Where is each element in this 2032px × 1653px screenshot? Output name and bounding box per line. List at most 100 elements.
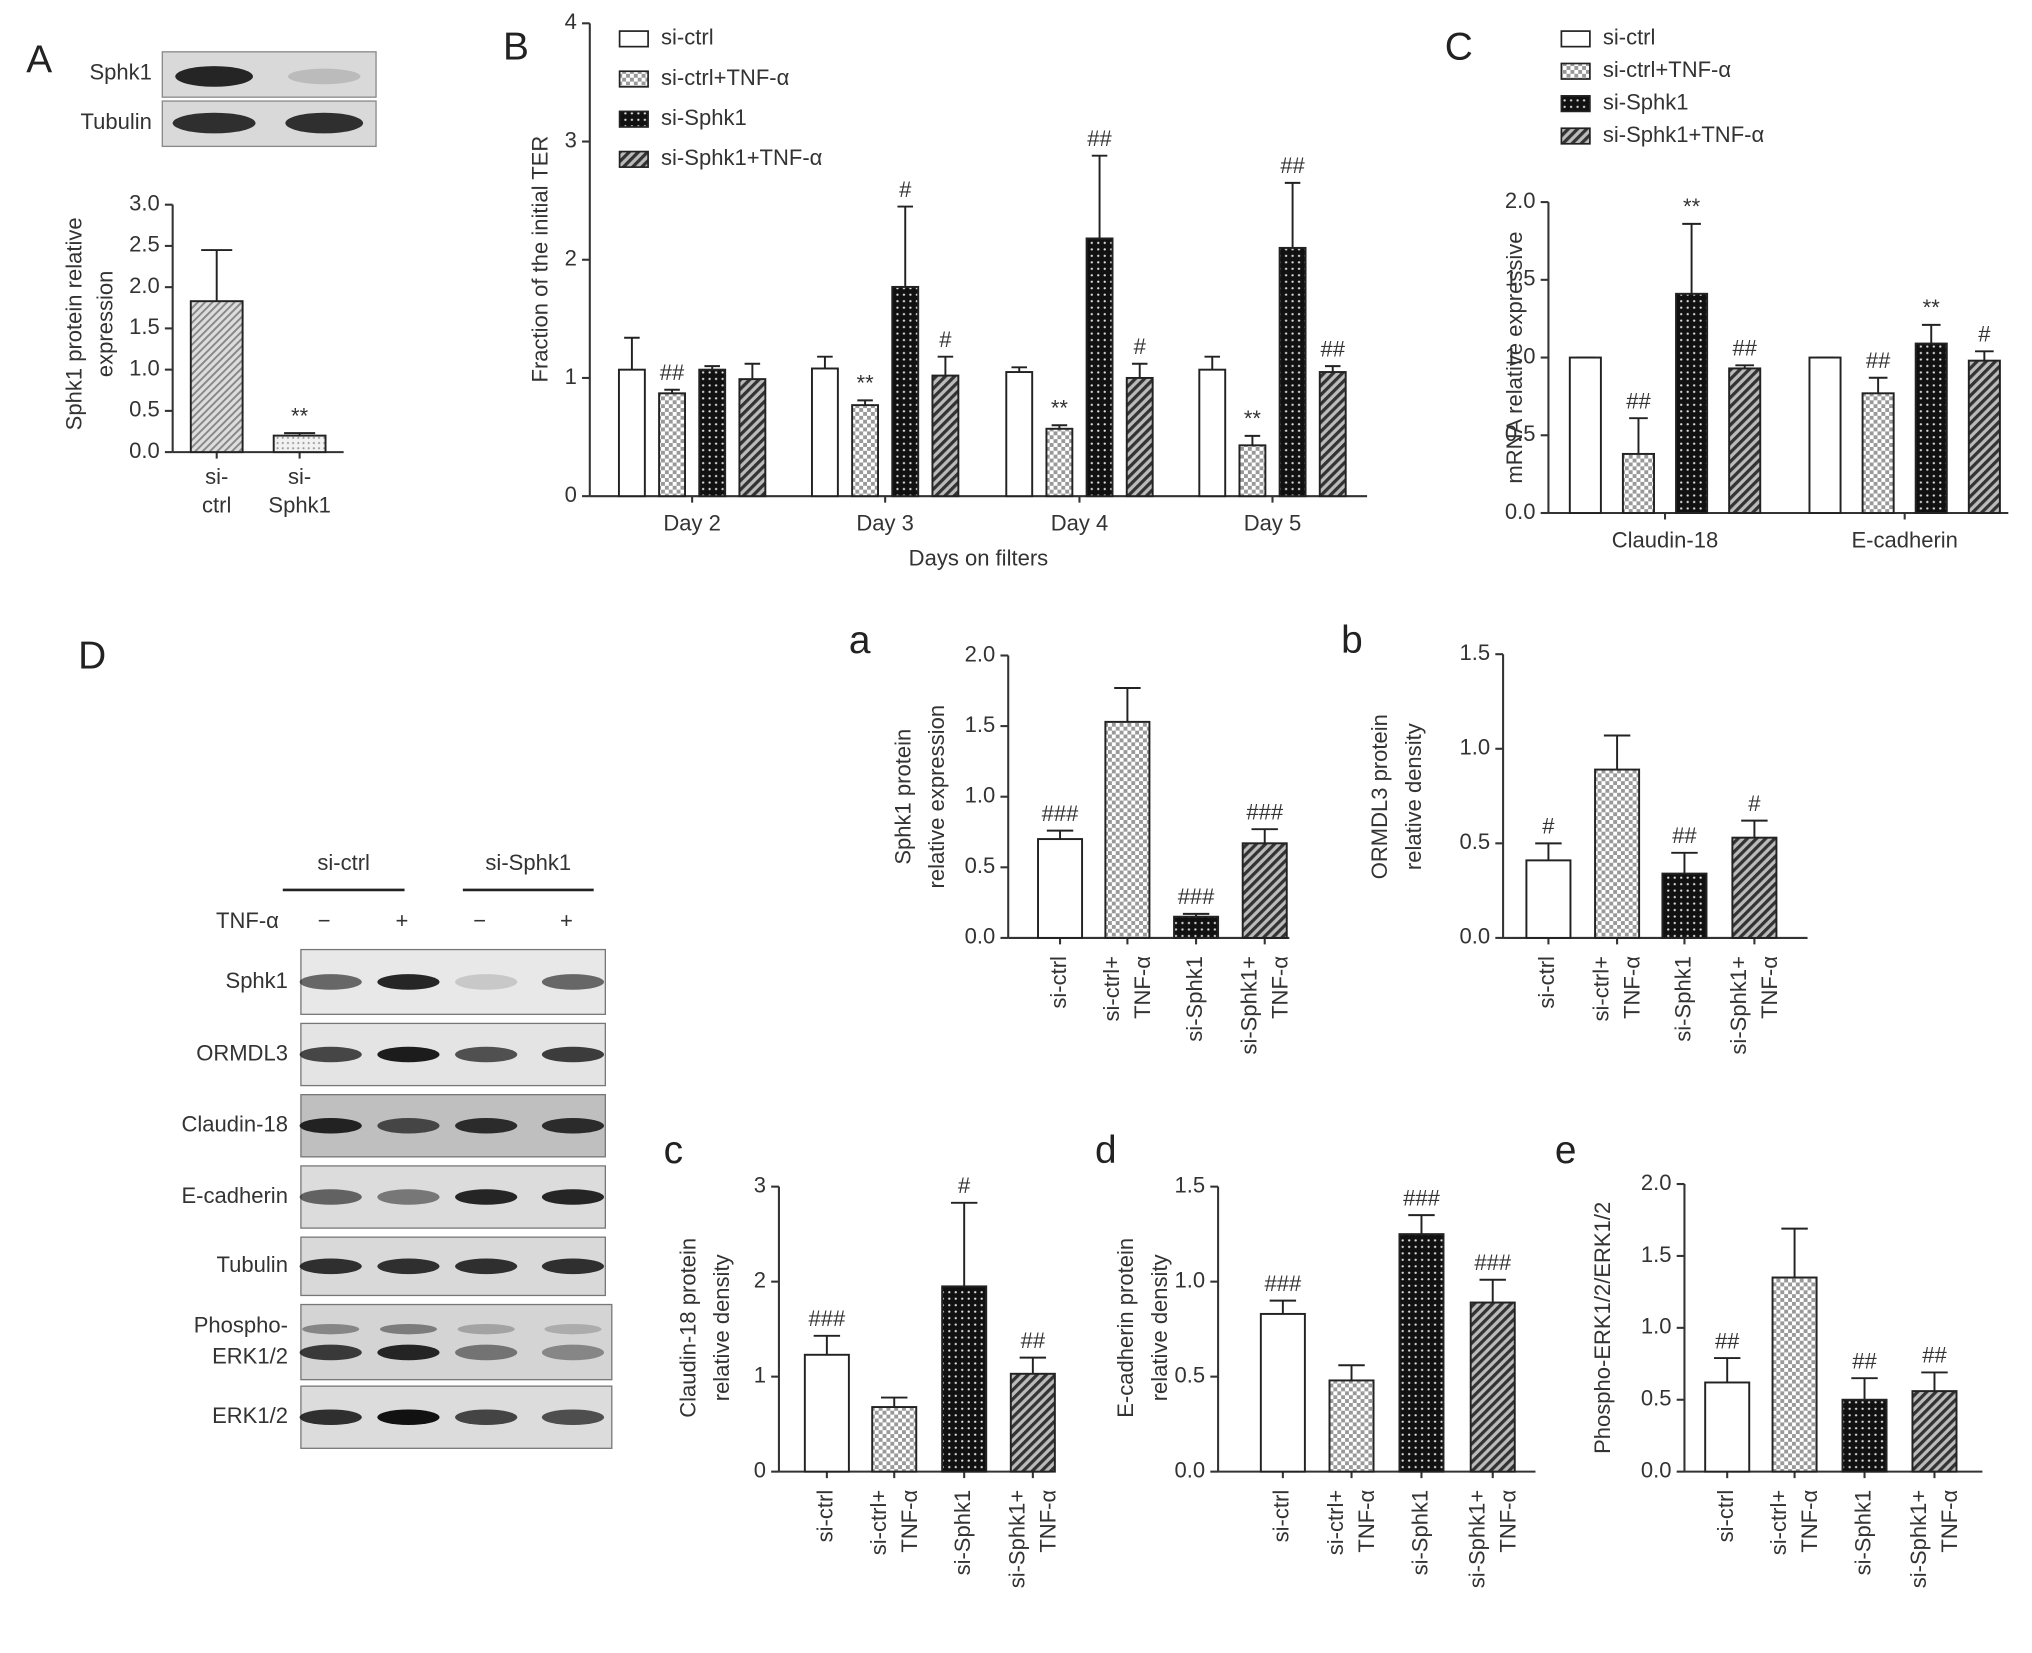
- blot-band: [544, 1323, 602, 1335]
- y-tick-label: 2: [754, 1267, 766, 1292]
- y-tick-label: 0.5: [1505, 421, 1536, 446]
- y-tick-label: 0.0: [1175, 1457, 1206, 1482]
- blot-band: [299, 1344, 362, 1361]
- y-tick-label: 1.0: [129, 355, 160, 380]
- y-axis-label: Sphk1 protein relative: [61, 217, 86, 430]
- error-bar: [704, 365, 720, 370]
- x-tick-label: Claudin-18: [1612, 527, 1718, 552]
- panel-label: A: [26, 38, 52, 81]
- error-bar: [1244, 434, 1261, 446]
- x-tick-label: Day 3: [856, 510, 914, 535]
- y-tick-label: 0.5: [1175, 1362, 1206, 1387]
- blot-band: [541, 1189, 605, 1205]
- panel-label: c: [664, 1129, 683, 1172]
- blot-band: [285, 112, 364, 134]
- bar: [810, 367, 839, 498]
- significance-label: ##: [1732, 336, 1757, 361]
- error-bar: [1408, 1214, 1435, 1235]
- error-bar: [1046, 829, 1074, 840]
- error-bar: [1051, 424, 1068, 429]
- bar: [1318, 371, 1347, 498]
- error-bar: [1603, 734, 1631, 770]
- legend-swatch: [618, 150, 649, 168]
- significance-label: ###: [1474, 1250, 1511, 1275]
- bar: [891, 285, 920, 498]
- bar: [941, 1285, 988, 1473]
- error-bar: [1131, 362, 1148, 378]
- error-bar: [284, 432, 316, 436]
- blot-band: [541, 1409, 605, 1425]
- blot-band: [455, 1344, 518, 1361]
- bar: [1967, 359, 2001, 514]
- x-tick-label: si-Sphk1+: [1004, 1490, 1029, 1589]
- blot-row-label: Tubulin: [217, 1252, 288, 1277]
- error-bar: [1182, 912, 1210, 917]
- significance-label: **: [1051, 396, 1069, 421]
- blot-band: [541, 974, 605, 990]
- legend-label: si-ctrl+TNF-α: [1603, 57, 1732, 82]
- bar: [1085, 237, 1114, 498]
- y-axis-label: Phospho-ERK1/2/ERK1/2: [1590, 1202, 1615, 1454]
- error-bar: [857, 399, 873, 406]
- blot-group-label: si-ctrl: [317, 850, 370, 875]
- blot-band: [455, 1258, 518, 1275]
- x-tick-label: si-ctrl: [1713, 1490, 1738, 1543]
- x-tick-label: E-cadherin: [1851, 527, 1957, 552]
- error-bar: [1091, 154, 1108, 239]
- x-tick-label: si-Sphk1+: [1464, 1490, 1489, 1589]
- x-tick-label: si-Sphk1+: [1906, 1490, 1931, 1589]
- bar: [1398, 1233, 1445, 1473]
- y-tick-label: 0.0: [129, 438, 160, 463]
- bar: [1704, 1381, 1751, 1473]
- significance-label: ###: [808, 1306, 845, 1331]
- x-tick-label: Sphk1: [268, 492, 330, 517]
- blot-band: [455, 1046, 518, 1063]
- error-bar: [817, 355, 833, 369]
- blot-band: [455, 1189, 518, 1205]
- y-tick-label: 0.5: [1460, 829, 1491, 854]
- x-tick-label: si-Sphk1: [1850, 1490, 1875, 1576]
- y-tick-label: 2.0: [1505, 188, 1536, 213]
- y-tick-label: 0.0: [1641, 1457, 1672, 1482]
- error-bar: [1921, 323, 1941, 344]
- blot-sign: +: [396, 908, 409, 933]
- significance-label: ###: [1042, 801, 1079, 826]
- x-tick-label: si-Sphk1: [950, 1490, 975, 1576]
- significance-label: **: [1923, 295, 1941, 320]
- x-tick-label: Day 2: [663, 510, 721, 535]
- y-tick-label: 1: [754, 1362, 766, 1387]
- blot-row-label: ORMDL3: [196, 1040, 288, 1065]
- blot-band: [175, 66, 253, 87]
- x-tick-label: si-ctrl: [813, 1490, 838, 1543]
- x-tick-label: Day 5: [1244, 510, 1302, 535]
- bar: [698, 368, 727, 498]
- y-axis-label: ORMDL3 protein: [1367, 714, 1392, 879]
- blot-band: [541, 1046, 605, 1063]
- error-bar: [664, 388, 680, 394]
- error-bar: [1114, 687, 1141, 722]
- bar: [1005, 371, 1034, 498]
- bar: [1594, 768, 1641, 939]
- bar: [1661, 872, 1708, 939]
- error-bar: [201, 249, 233, 302]
- error-bar: [1251, 828, 1278, 844]
- bar: [1525, 859, 1572, 939]
- blot-row-label: Sphk1: [89, 60, 151, 85]
- error-bar: [1629, 417, 1648, 454]
- x-tick-label: TNF-α: [1495, 1490, 1520, 1553]
- bar: [738, 378, 767, 498]
- x-tick-label: TNF-α: [1354, 1490, 1379, 1553]
- blot-row-label: Sphk1: [226, 968, 288, 993]
- bar: [1861, 392, 1895, 514]
- bar: [1568, 356, 1602, 514]
- blot-band: [299, 1189, 362, 1205]
- significance-label: ##: [1715, 1328, 1740, 1353]
- error-bar: [1269, 1299, 1297, 1314]
- blot-strip: [300, 1303, 613, 1381]
- y-tick-label: 3: [565, 127, 577, 152]
- x-tick-label: ctrl: [202, 492, 231, 517]
- blot-band: [377, 1409, 440, 1425]
- x-tick-label: si-: [288, 464, 311, 489]
- significance-label: #: [1134, 334, 1147, 359]
